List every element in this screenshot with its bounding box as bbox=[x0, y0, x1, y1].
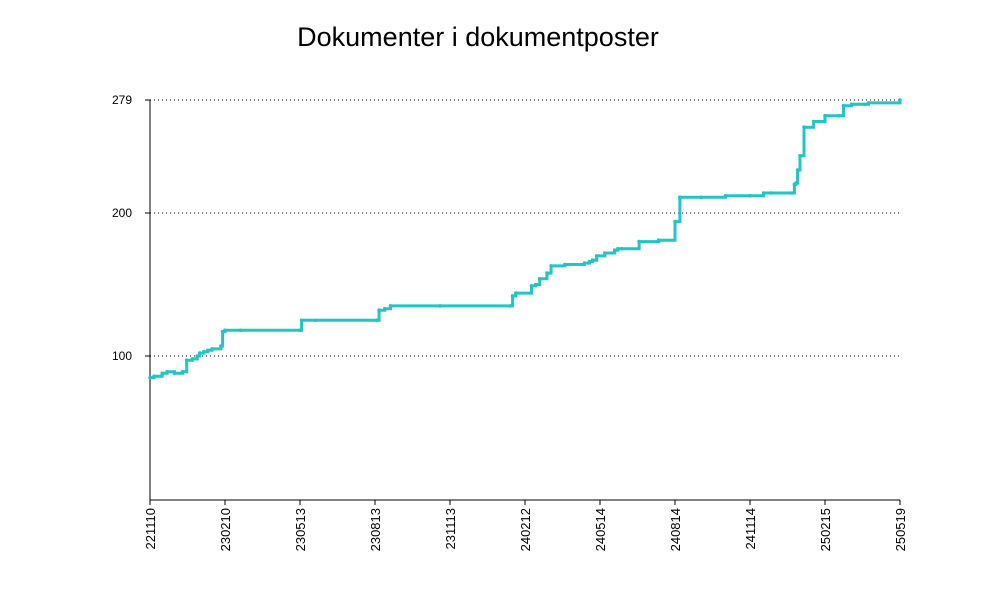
x-tick-label: 221110 bbox=[143, 508, 158, 549]
data-point bbox=[545, 271, 549, 275]
data-point bbox=[148, 375, 152, 380]
data-point bbox=[508, 304, 512, 308]
data-point bbox=[748, 194, 752, 198]
data-point bbox=[377, 308, 381, 313]
data-point bbox=[438, 304, 443, 308]
data-point bbox=[238, 328, 243, 333]
data-point bbox=[582, 261, 587, 265]
data-point bbox=[195, 354, 200, 358]
x-tick-label: 241114 bbox=[743, 508, 758, 549]
data-point bbox=[862, 102, 867, 107]
data-point bbox=[811, 119, 816, 124]
data-point bbox=[823, 113, 827, 118]
data-point bbox=[594, 254, 599, 258]
data-point bbox=[184, 358, 189, 363]
x-tick-label: 230210 bbox=[218, 508, 233, 551]
data-point bbox=[299, 318, 304, 323]
data-point bbox=[587, 259, 592, 264]
x-tick-label: 250215 bbox=[818, 508, 833, 551]
chart-title: Dokumenter i dokumentposter bbox=[297, 22, 659, 52]
data-point bbox=[761, 191, 766, 195]
data-point bbox=[388, 304, 393, 308]
data-point bbox=[223, 328, 227, 333]
data-point bbox=[612, 248, 617, 252]
data-point bbox=[849, 102, 854, 107]
data-point bbox=[514, 291, 518, 295]
data-point bbox=[837, 113, 842, 118]
data-point bbox=[678, 195, 682, 200]
data-point bbox=[197, 351, 202, 355]
data-point bbox=[313, 318, 318, 323]
x-tick-label: 250519 bbox=[893, 508, 908, 551]
series-layer bbox=[148, 98, 902, 380]
data-point bbox=[537, 277, 542, 281]
data-point bbox=[383, 307, 387, 311]
x-tick-label: 231113 bbox=[443, 508, 458, 549]
data-point bbox=[699, 195, 703, 200]
data-point bbox=[180, 370, 185, 374]
data-point bbox=[603, 251, 607, 255]
data-point bbox=[165, 370, 169, 374]
data-point bbox=[510, 294, 515, 298]
data-point bbox=[620, 247, 624, 251]
x-tick-label: 240814 bbox=[668, 508, 683, 551]
data-point bbox=[206, 348, 210, 353]
axis-layer: 100 200 279 221110 230210 230513 230813 231113 2… bbox=[112, 93, 908, 551]
data-point bbox=[172, 371, 177, 376]
data-point bbox=[769, 191, 773, 195]
data-point bbox=[866, 101, 871, 105]
data-point bbox=[529, 284, 534, 288]
data-point bbox=[374, 318, 379, 323]
x-tick-label: 230813 bbox=[368, 508, 383, 551]
data-point bbox=[656, 238, 661, 242]
data-point bbox=[190, 357, 195, 361]
x-tick-label: 240212 bbox=[518, 508, 533, 551]
data-point bbox=[798, 154, 802, 158]
data-point bbox=[202, 349, 206, 354]
data-point bbox=[841, 103, 846, 108]
data-point bbox=[590, 258, 595, 263]
data-point bbox=[790, 191, 794, 195]
data-point bbox=[802, 125, 806, 129]
y-tick-label: 100 bbox=[112, 349, 132, 363]
grid-layer bbox=[150, 99, 900, 357]
data-point bbox=[794, 181, 798, 185]
data-point bbox=[533, 282, 538, 287]
series-line bbox=[150, 100, 902, 380]
x-tick-label: 240514 bbox=[593, 508, 608, 551]
data-point bbox=[637, 239, 641, 244]
data-point bbox=[219, 344, 223, 348]
y-tick-label: 279 bbox=[112, 93, 132, 107]
data-point bbox=[210, 347, 214, 351]
data-point bbox=[723, 194, 728, 198]
x-tick-label: 230513 bbox=[293, 508, 308, 551]
data-point bbox=[152, 374, 156, 379]
data-point bbox=[549, 264, 553, 268]
data-point bbox=[795, 168, 800, 172]
data-point bbox=[898, 98, 902, 102]
data-point bbox=[160, 371, 164, 376]
data-point bbox=[563, 262, 567, 267]
y-tick-label: 200 bbox=[112, 206, 132, 220]
data-point bbox=[673, 219, 677, 224]
data-point bbox=[616, 247, 620, 251]
data-point bbox=[298, 328, 302, 333]
